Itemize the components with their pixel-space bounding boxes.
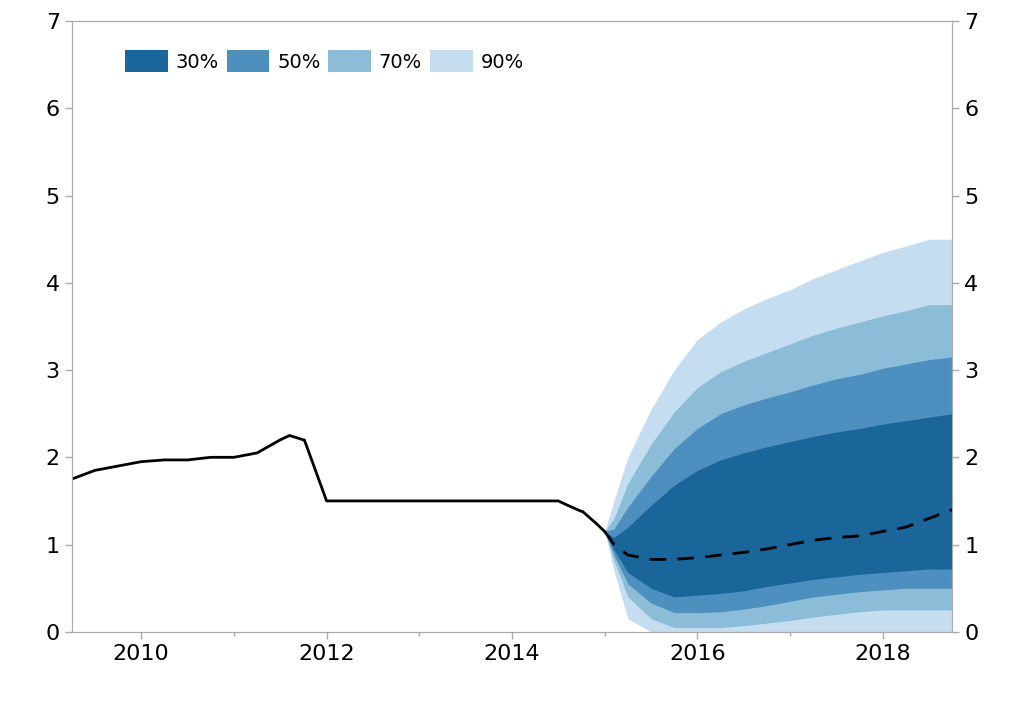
Legend: 30%, 50%, 70%, 90%: 30%, 50%, 70%, 90% <box>121 46 527 77</box>
